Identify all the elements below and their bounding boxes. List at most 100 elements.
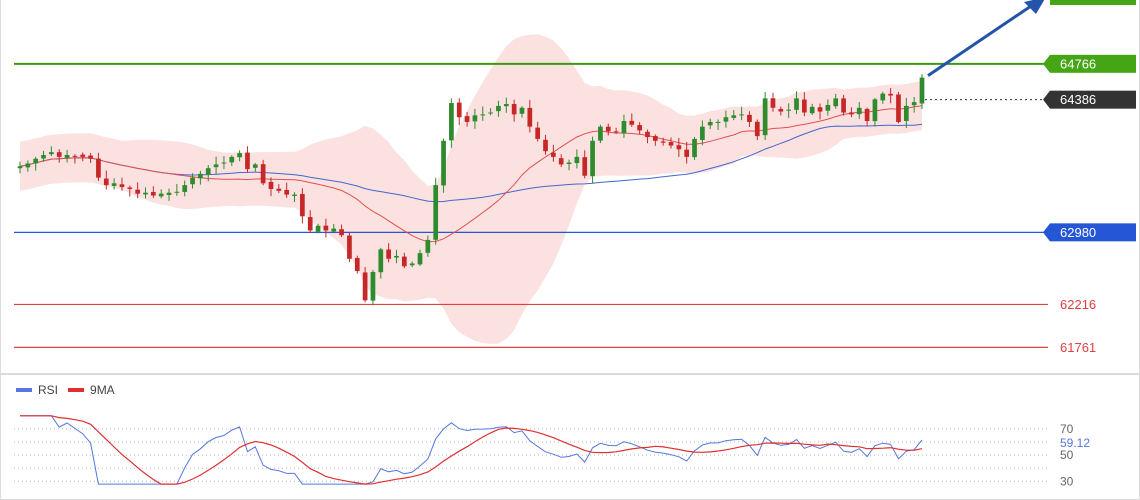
candle-body [362, 272, 368, 301]
level-label-64766: 64766 [1060, 56, 1096, 71]
candle-body [456, 102, 462, 118]
candle-body [754, 121, 760, 137]
level-tag-pointer-64386 [1043, 90, 1050, 109]
candle-body [590, 140, 595, 177]
candle-body [213, 164, 219, 168]
candle-body [676, 145, 682, 150]
level-tag-62980 [1050, 223, 1136, 242]
candle-body [825, 104, 831, 111]
candle-body [174, 191, 180, 193]
candle-body [809, 106, 815, 114]
candle-body [284, 190, 290, 195]
legend-swatch-9ma [68, 388, 85, 392]
rsi-last-value: 59.12 [1060, 436, 1090, 450]
legend-label-9ma: 9MA [90, 383, 115, 397]
candle-body [331, 228, 337, 232]
rsi-line [20, 415, 923, 485]
candle-body [613, 131, 619, 133]
level-label-62216: 62216 [1060, 297, 1096, 312]
forecast-arrow-head [1024, 0, 1045, 14]
candle-body [598, 126, 603, 141]
candle-body [441, 140, 446, 186]
candle-body [166, 192, 172, 195]
candle-body [394, 255, 399, 258]
candle-body [252, 164, 258, 168]
candle-body [692, 138, 697, 158]
candle-body [574, 156, 580, 164]
candle-body [143, 192, 148, 195]
candle-body [307, 217, 313, 231]
candle-body [731, 115, 737, 118]
candle-body [111, 183, 117, 186]
candle-body [872, 99, 878, 122]
candle-body [409, 263, 415, 266]
candle-body [433, 185, 439, 240]
legend-swatch-rsi [16, 388, 32, 392]
rsi-tick-70: 70 [1060, 422, 1074, 436]
candle-body [401, 256, 407, 267]
target-tag-partial [1050, 0, 1136, 5]
candle-body [605, 126, 611, 132]
level-tag-64386 [1050, 90, 1136, 109]
candle-body [645, 131, 650, 138]
candle-body [652, 136, 658, 141]
level-tag-pointer-64766 [1043, 54, 1050, 73]
rsi-tick-30: 30 [1060, 474, 1074, 488]
candle-body [80, 154, 86, 157]
candle-body [150, 191, 156, 196]
candle-body [41, 154, 46, 159]
candle-body [464, 116, 470, 122]
candle-body [527, 107, 533, 127]
candle-body [668, 142, 674, 146]
candle-body [221, 162, 227, 164]
candle-body [127, 187, 133, 189]
candle-body [205, 168, 211, 175]
candle-body [64, 154, 70, 158]
candle-body [158, 193, 164, 197]
candle-body [323, 225, 329, 231]
candle-body [103, 178, 109, 186]
candle-body [888, 93, 893, 96]
rsi-ma-line [20, 415, 923, 485]
candle-body [315, 225, 321, 232]
ma-fast-line [19, 105, 923, 243]
candle-body [629, 120, 635, 125]
candle-body [519, 107, 525, 114]
legend-item-rsi: RSI [16, 383, 58, 397]
candle-body [72, 155, 78, 157]
candle-body [747, 114, 752, 122]
candle-body [801, 99, 807, 113]
candle-body [229, 156, 235, 163]
candle-body [190, 177, 195, 185]
candle-body [637, 125, 642, 131]
candle-body [449, 103, 454, 141]
candle-body [417, 253, 423, 265]
candle-body [841, 98, 846, 113]
candle-body [551, 152, 556, 157]
candle-body [425, 239, 431, 253]
rsi-legend: RSI 9MA [16, 383, 115, 397]
level-label-61761: 61761 [1060, 340, 1096, 355]
candle-body [503, 104, 509, 107]
candle-body [896, 94, 901, 122]
candle-body [511, 104, 517, 115]
level-label-62980: 62980 [1060, 225, 1096, 240]
candle-body [903, 105, 909, 121]
candle-body [856, 107, 862, 115]
candle-body [268, 181, 274, 189]
candle-body [833, 98, 839, 107]
candle-body [88, 155, 93, 159]
candle-body [245, 152, 250, 170]
candle-body [919, 77, 925, 104]
candle-body [770, 98, 776, 108]
candle-body [472, 115, 478, 122]
candle-body [911, 102, 917, 106]
candle-body [135, 189, 141, 194]
level-label-64386: 64386 [1060, 92, 1096, 107]
candle-body [347, 235, 352, 259]
candle-body [778, 108, 784, 112]
forecast-arrow-shaft [927, 2, 1035, 77]
candle-body [817, 107, 823, 112]
